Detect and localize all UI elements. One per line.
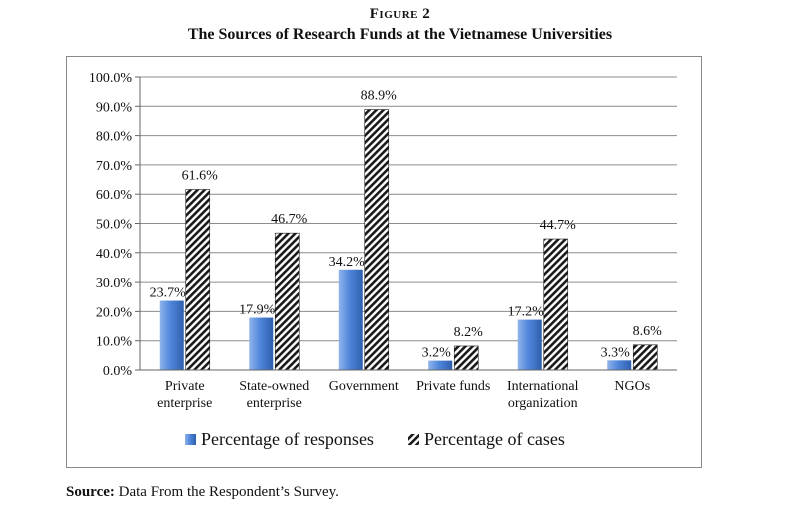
legend-label-cases: Percentage of cases bbox=[424, 429, 565, 449]
category-label: International organization bbox=[507, 379, 579, 411]
legend-label-responses: Percentage of responses bbox=[201, 429, 374, 449]
y-tick-label: 70.0% bbox=[96, 159, 133, 174]
bar-cases bbox=[185, 189, 211, 371]
category-label-line: Private bbox=[165, 379, 205, 394]
legend-swatch-cases bbox=[408, 434, 419, 445]
bar-cases bbox=[453, 345, 479, 371]
data-label-responses: 34.2% bbox=[329, 255, 366, 270]
data-label-cases: 44.7% bbox=[540, 218, 577, 233]
category-label-line: International bbox=[507, 379, 579, 394]
data-label-responses: 17.2% bbox=[508, 305, 545, 320]
category-label-line: enterprise bbox=[157, 396, 212, 411]
bar-responses bbox=[159, 300, 184, 370]
y-tick-label: 10.0% bbox=[96, 335, 133, 350]
chart-frame: 23.7% 61.6% 17.9% 46.7% 34.2% 88.9% 3.2% 8.2% 17… bbox=[66, 56, 702, 468]
data-label-cases: 46.7% bbox=[271, 212, 308, 227]
category-label-line: NGOs bbox=[614, 379, 650, 394]
category-label: Private funds bbox=[416, 379, 490, 394]
category-label-line: State-owned bbox=[239, 379, 309, 394]
category-label: State-owned enterprise bbox=[239, 379, 309, 411]
figure-label: Figure 2 bbox=[369, 6, 431, 22]
bar-cases bbox=[543, 238, 569, 371]
category-label-line: organization bbox=[508, 396, 578, 411]
y-tick-label: 90.0% bbox=[96, 100, 133, 115]
bar-responses bbox=[338, 269, 363, 370]
bar-cases bbox=[632, 344, 658, 371]
y-tick-label: 30.0% bbox=[96, 276, 133, 291]
data-label-cases: 8.2% bbox=[454, 325, 484, 340]
bar-responses bbox=[517, 319, 542, 370]
y-tick-label: 0.0% bbox=[103, 364, 133, 379]
data-label-responses: 17.9% bbox=[239, 303, 276, 318]
bar-responses bbox=[249, 317, 274, 370]
category-label-line: Government bbox=[329, 379, 399, 394]
data-label-responses: 23.7% bbox=[150, 286, 187, 301]
category-label: NGOs bbox=[614, 379, 650, 394]
bar-responses bbox=[607, 360, 632, 370]
figure-title: The Sources of Research Funds at the Vie… bbox=[187, 26, 613, 43]
data-label-cases: 8.6% bbox=[633, 324, 663, 339]
category-label: Private enterprise bbox=[157, 379, 212, 411]
y-tick-label: 50.0% bbox=[96, 218, 133, 233]
y-tick-label: 60.0% bbox=[96, 188, 133, 203]
category-label-line: Private funds bbox=[416, 379, 490, 394]
y-tick-label: 20.0% bbox=[96, 305, 133, 320]
data-label-cases: 61.6% bbox=[182, 169, 219, 184]
bar-cases bbox=[274, 232, 300, 371]
source-label: Source: bbox=[66, 484, 115, 500]
source-note: Source: Data From the Respondent’s Surve… bbox=[66, 484, 339, 501]
data-label-responses: 3.3% bbox=[601, 345, 631, 360]
y-tick-label: 40.0% bbox=[96, 247, 133, 262]
bar-chart: 23.7% 61.6% 17.9% 46.7% 34.2% 88.9% 3.2%8.2% 17… bbox=[89, 71, 677, 449]
y-tick-label: 100.0% bbox=[89, 71, 133, 86]
data-label-cases: 88.9% bbox=[361, 89, 398, 104]
category-label: Government bbox=[329, 379, 399, 394]
y-tick-label: 80.0% bbox=[96, 130, 133, 145]
source-text: Data From the Respondent’s Survey. bbox=[118, 484, 339, 500]
legend-swatch-responses bbox=[185, 434, 196, 445]
bar-responses bbox=[428, 360, 453, 370]
data-label-responses: 3.2% bbox=[422, 346, 452, 361]
bar-cases bbox=[364, 109, 390, 371]
category-label-line: enterprise bbox=[247, 396, 302, 411]
